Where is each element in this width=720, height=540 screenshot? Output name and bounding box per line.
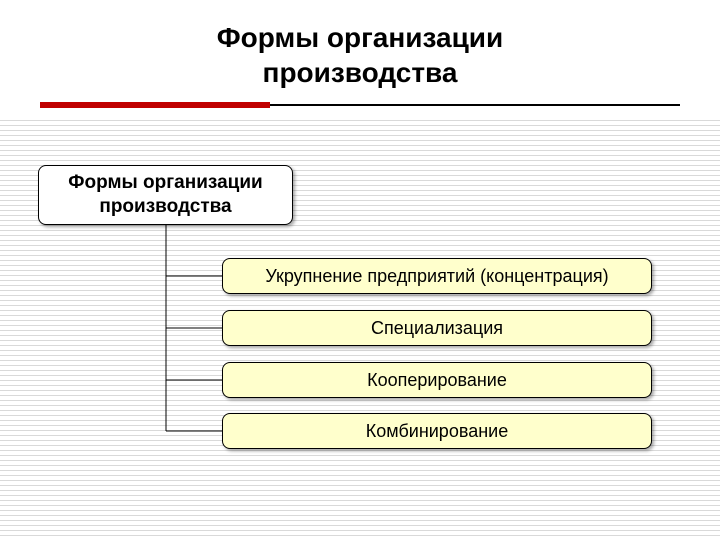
child-node: Кооперирование [222, 362, 652, 398]
child-node-label: Специализация [371, 318, 503, 339]
root-node: Формы организации производства [38, 165, 293, 225]
child-node-label: Комбинирование [366, 421, 508, 442]
child-node-label: Кооперирование [367, 370, 507, 391]
root-node-label: Формы организации производства [68, 171, 262, 219]
child-node: Специализация [222, 310, 652, 346]
org-chart: Формы организации производства Укрупнени… [0, 0, 720, 540]
child-node: Комбинирование [222, 413, 652, 449]
child-node: Укрупнение предприятий (концентрация) [222, 258, 652, 294]
child-node-label: Укрупнение предприятий (концентрация) [265, 266, 608, 287]
